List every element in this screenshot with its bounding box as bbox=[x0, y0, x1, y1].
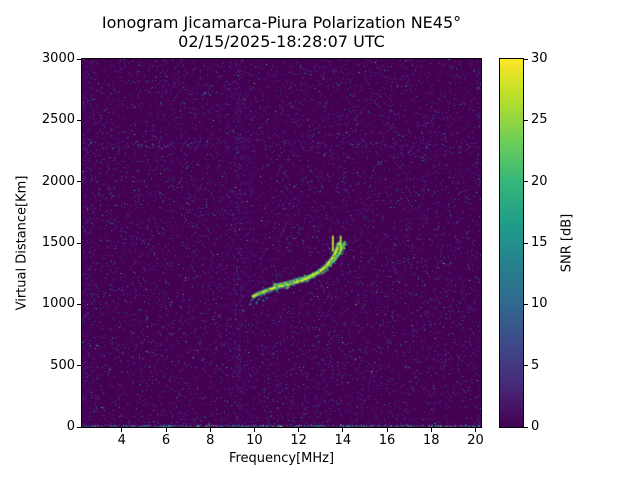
colorbar-tick-mark bbox=[524, 365, 528, 367]
x-axis-tick-mark bbox=[386, 428, 388, 432]
x-axis-tick-label: 16 bbox=[378, 433, 396, 448]
y-axis-tick-label: 2000 bbox=[41, 173, 75, 189]
x-axis-tick-mark bbox=[209, 428, 211, 432]
colorbar-tick-label: 5 bbox=[531, 357, 540, 373]
x-axis-tick-label: 12 bbox=[290, 433, 307, 448]
colorbar-tick-mark bbox=[524, 303, 528, 305]
y-axis-tick-label: 500 bbox=[50, 357, 75, 373]
x-axis-tick-mark bbox=[430, 428, 432, 432]
x-axis-tick-mark bbox=[298, 428, 300, 432]
colorbar-tick-mark bbox=[524, 119, 528, 121]
colorbar-tick-label: 30 bbox=[531, 51, 548, 66]
y-axis-tick-label: 3000 bbox=[41, 51, 75, 66]
x-axis-tick-mark bbox=[342, 428, 344, 432]
x-axis-label: Frequency[MHz] bbox=[228, 451, 335, 466]
y-axis-tick-label: 1000 bbox=[41, 296, 75, 312]
colorbar-tick-label: 15 bbox=[531, 235, 548, 250]
y-axis-tick-label: 2500 bbox=[41, 112, 75, 128]
colorbar-tick-label: 25 bbox=[531, 112, 548, 128]
x-axis-tick-mark bbox=[165, 428, 167, 432]
x-axis-tick-label: 4 bbox=[117, 433, 126, 448]
y-axis-label: Virtual Distance[Km] bbox=[14, 175, 30, 311]
y-axis-tick-label: 1500 bbox=[41, 235, 75, 250]
colorbar-tick-mark bbox=[524, 181, 528, 183]
chart-subtitle: 02/15/2025-18:28:07 UTC bbox=[178, 32, 385, 51]
colorbar-gradient bbox=[499, 58, 524, 428]
y-axis-tick-label: 0 bbox=[66, 419, 75, 434]
heatmap-plot-area bbox=[81, 58, 482, 428]
x-axis-tick-label: 8 bbox=[206, 433, 215, 448]
x-axis-tick-label: 20 bbox=[467, 433, 484, 448]
x-axis-tick-mark bbox=[121, 428, 123, 432]
colorbar-tick-mark bbox=[524, 426, 528, 428]
colorbar-tick-mark bbox=[524, 242, 528, 244]
x-axis-tick-mark bbox=[474, 428, 476, 432]
heatmap-canvas bbox=[82, 59, 481, 427]
colorbar-tick-label: 20 bbox=[531, 173, 548, 189]
x-axis-tick-label: 18 bbox=[422, 433, 440, 448]
colorbar-tick-label: 10 bbox=[531, 296, 548, 312]
colorbar-tick-label: 0 bbox=[531, 419, 540, 434]
x-axis-tick-mark bbox=[253, 428, 255, 432]
x-axis-tick-label: 10 bbox=[246, 433, 263, 448]
x-axis-tick-label: 14 bbox=[334, 433, 352, 448]
colorbar-label: SNR [dB] bbox=[559, 213, 575, 273]
colorbar-tick-mark bbox=[524, 58, 528, 60]
chart-title: Ionogram Jicamarca-Piura Polarization NE… bbox=[101, 13, 462, 32]
x-axis-tick-label: 6 bbox=[161, 433, 171, 448]
